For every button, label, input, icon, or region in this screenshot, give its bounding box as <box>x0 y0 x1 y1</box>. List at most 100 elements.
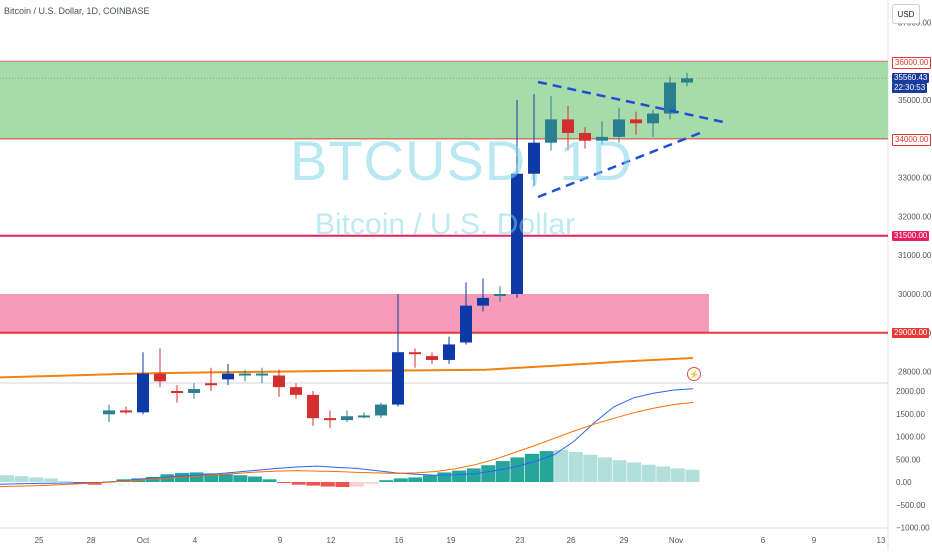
macd-histogram-bar <box>262 479 277 482</box>
macd-histogram-bar <box>452 470 467 482</box>
green-zone <box>0 61 888 139</box>
macd-histogram-bar <box>583 454 598 482</box>
candle-body <box>358 415 370 418</box>
candle-body <box>239 373 251 376</box>
candle-body <box>426 356 438 360</box>
macd-histogram-bar <box>0 475 14 482</box>
candle-body <box>375 404 387 416</box>
macd-histogram-bar <box>306 482 321 486</box>
candle-body <box>562 119 574 133</box>
candle-body <box>392 352 404 405</box>
time-axis-label: 23 <box>516 536 525 545</box>
macd-axis-label: 1500.00 <box>896 410 925 419</box>
macd-histogram-bar <box>437 472 452 482</box>
candle-body <box>460 305 472 343</box>
price-tag-29000: 29000.00 <box>892 328 930 338</box>
price-axis-label: 31000.00 <box>898 251 932 260</box>
macd-histogram-bar <box>43 478 58 482</box>
candle-body <box>222 373 234 380</box>
macd-histogram-bar <box>481 465 496 482</box>
time-axis-label: 6 <box>761 536 766 545</box>
candle-body <box>443 344 455 360</box>
candle-body <box>341 416 353 421</box>
price-tag-31500: 31500.00 <box>892 231 930 241</box>
candle-body <box>324 418 336 421</box>
candle-body <box>273 375 285 388</box>
macd-histogram-bar <box>656 466 671 482</box>
price-axis-label: 35000.00 <box>898 96 932 105</box>
macd-histogram-bar <box>495 461 510 482</box>
time-axis-label: 4 <box>193 536 198 545</box>
macd-axis-label: 1000.00 <box>896 433 925 442</box>
watermark-name: Bitcoin / U.S. Dollar <box>315 208 576 241</box>
currency-button[interactable]: USD <box>892 4 920 24</box>
macd-histogram-bar <box>29 477 44 482</box>
macd-histogram-bar <box>554 450 569 482</box>
macd-histogram-bar <box>466 468 481 482</box>
macd-histogram-bar <box>510 457 525 482</box>
time-axis-label: 19 <box>447 536 456 545</box>
price-tag-last: 35560.43 <box>892 73 930 83</box>
macd-histogram-bar <box>277 482 292 483</box>
macd-histogram-bar <box>233 475 248 482</box>
time-axis-label: 28 <box>87 536 96 545</box>
time-axis-label: 29 <box>620 536 629 545</box>
candle-body <box>307 394 319 419</box>
ema-line <box>0 357 694 379</box>
macd-histogram-bar <box>58 481 73 483</box>
macd-histogram-bar <box>335 482 350 487</box>
candle-body <box>154 373 166 382</box>
price-axis-label: 32000.00 <box>898 212 932 221</box>
macd-histogram-bar <box>364 482 379 484</box>
candle-body <box>596 136 608 141</box>
macd-histogram-bar <box>612 460 627 482</box>
macd-histogram-bar <box>247 476 262 482</box>
watermark-symbol: BTCUSD, 1D <box>290 129 633 192</box>
candle-body <box>171 391 183 393</box>
pink-zone <box>0 294 709 333</box>
macd-histogram-bar <box>408 477 423 482</box>
time-axis-label: 25 <box>35 536 44 545</box>
macd-histogram-bar <box>627 462 642 482</box>
trendline-upper <box>537 80 729 125</box>
candle-body <box>647 113 659 124</box>
time-axis-label: 9 <box>812 536 817 545</box>
macd-histogram-bar <box>14 476 29 482</box>
candle-body <box>528 142 540 174</box>
macd-histogram-bar <box>204 473 219 482</box>
macd-histogram-bar <box>291 482 306 485</box>
macd-axis-label: −1000.00 <box>896 524 930 533</box>
candle-body <box>664 82 676 114</box>
time-axis-label: 12 <box>327 536 336 545</box>
macd-histogram-bar <box>189 472 204 482</box>
candle-body <box>256 373 268 376</box>
time-axis-label: 26 <box>567 536 576 545</box>
candle-body <box>188 389 200 393</box>
candle-body <box>120 410 132 413</box>
macd-histogram-bar <box>320 482 335 487</box>
macd-histogram-bar <box>670 468 685 482</box>
macd-axis-label: −500.00 <box>896 501 926 510</box>
time-axis-label: Nov <box>669 536 683 545</box>
lightning-icon[interactable]: ⚡ <box>687 367 701 381</box>
candle-body <box>477 297 489 306</box>
candle-body <box>494 294 506 296</box>
macd-histogram-bar <box>350 482 364 487</box>
time-axis-label: 13 <box>877 536 886 545</box>
time-axis-label: 9 <box>278 536 283 545</box>
candle-body <box>103 410 115 415</box>
price-tag-countdown: 22:30:53 <box>892 83 928 93</box>
macd-axis-label: 2000.00 <box>896 387 925 396</box>
time-axis-label: 16 <box>395 536 404 545</box>
macd-axis-label: 0.00 <box>896 478 912 487</box>
chart-title: Bitcoin / U.S. Dollar, 1D, COINBASE <box>4 6 150 16</box>
price-tag-34000: 34000.00 <box>892 134 932 146</box>
macd-histogram-bar <box>641 464 656 482</box>
macd-histogram-bar <box>685 469 700 482</box>
macd-histogram-bar <box>218 474 233 482</box>
candle-body <box>545 119 557 143</box>
price-axis-label: 30000.00 <box>898 290 932 299</box>
price-axis-label: 33000.00 <box>898 174 932 183</box>
